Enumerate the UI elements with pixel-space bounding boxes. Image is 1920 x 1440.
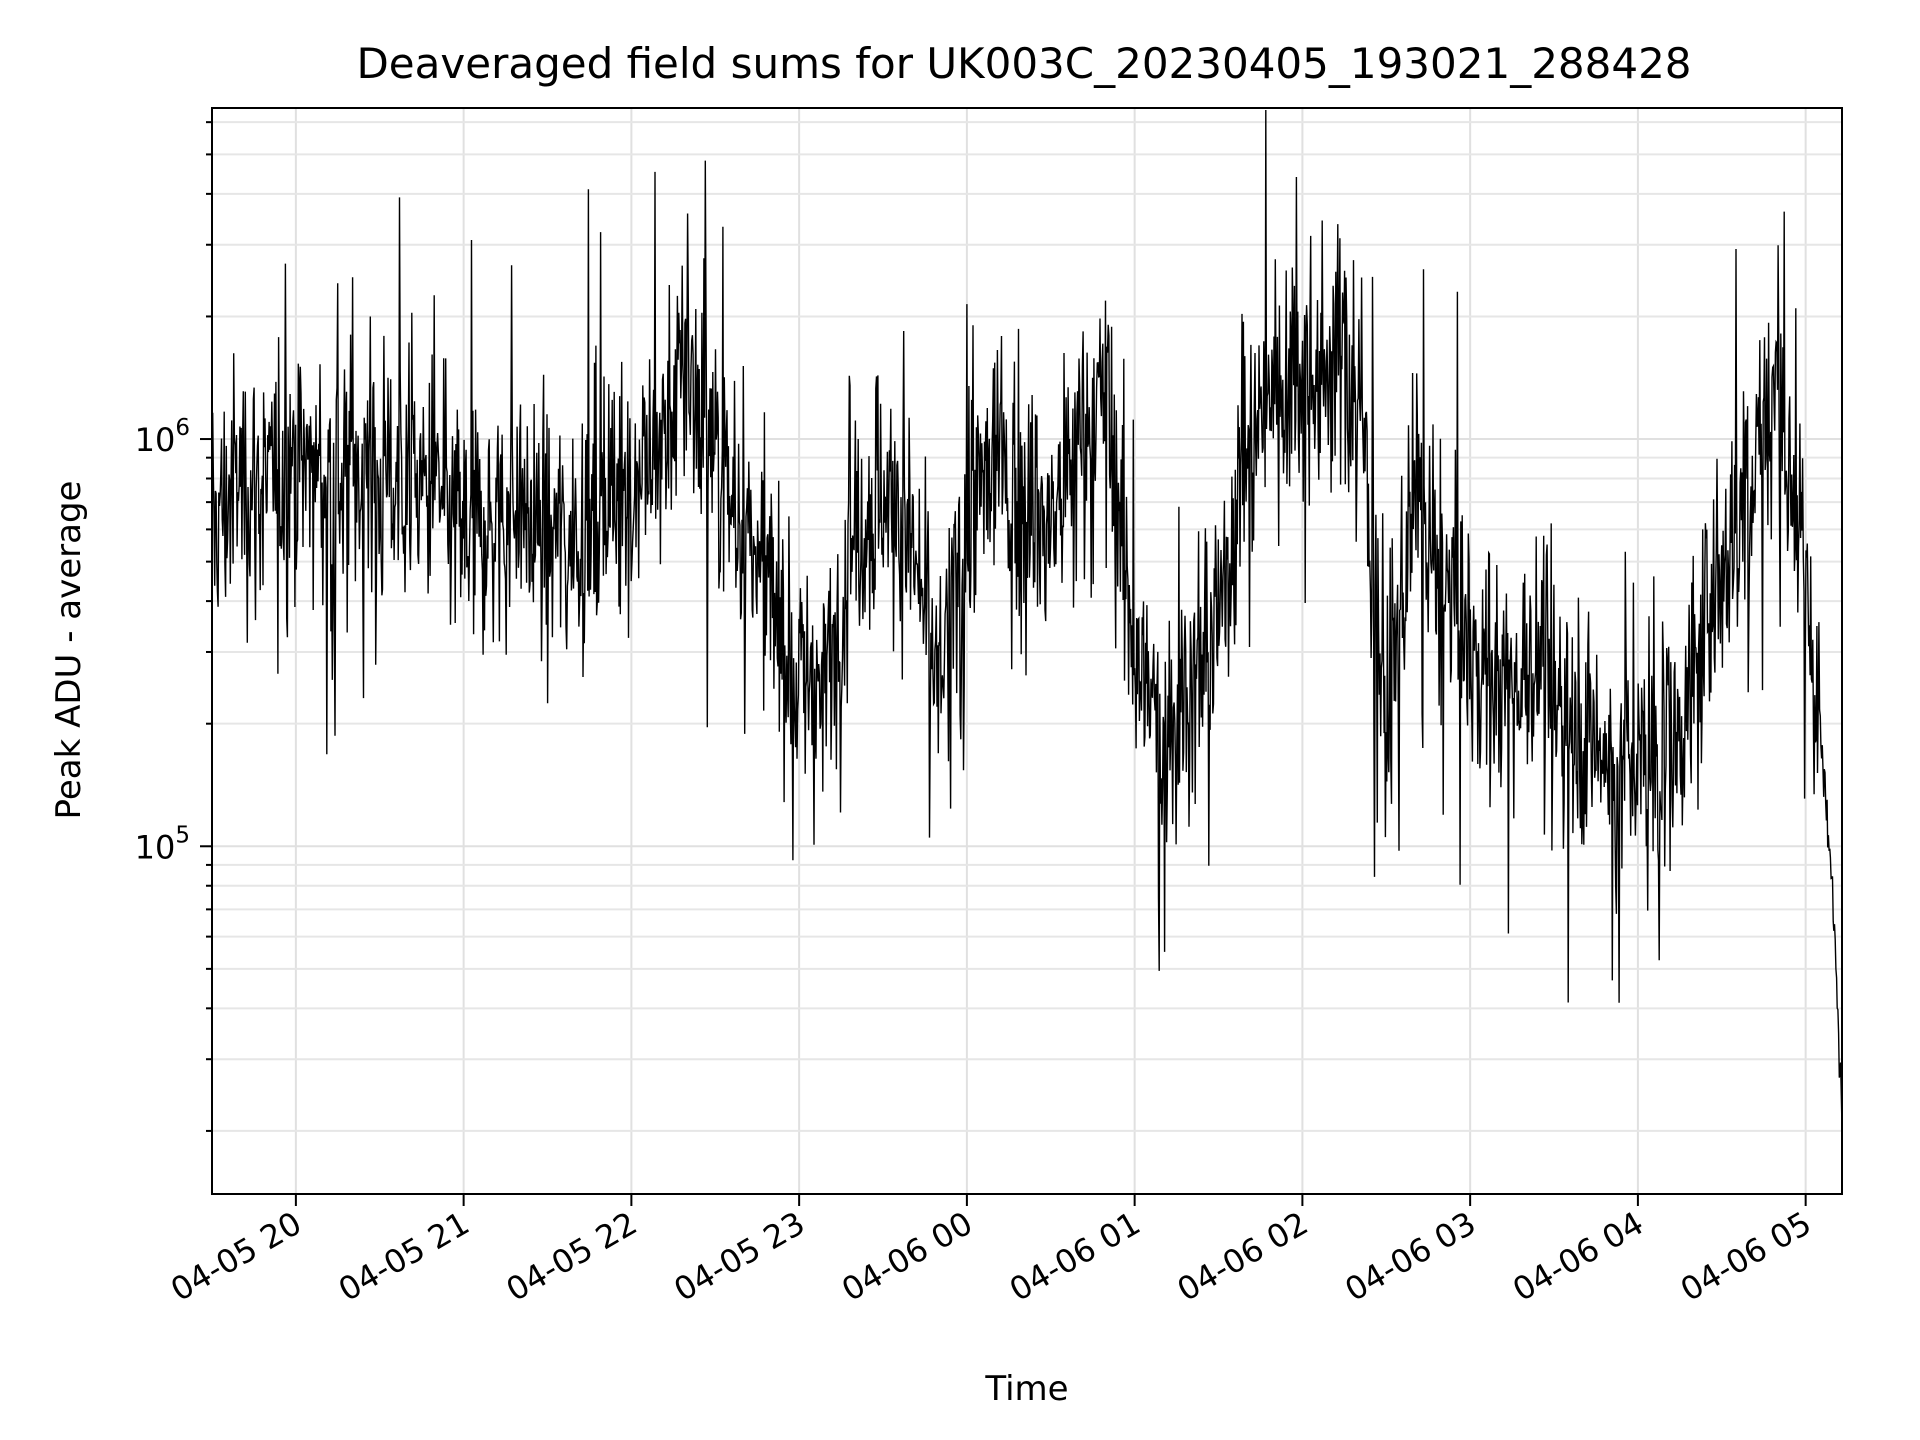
y-tick-base: 10 [135, 421, 176, 459]
x-tick-label: 04-05 20 [164, 1204, 308, 1309]
x-tick-label: 04-06 05 [1674, 1204, 1818, 1309]
x-axis-label: Time [984, 1369, 1068, 1409]
grid-lines [212, 108, 1842, 1194]
x-tick-label: 04-05 23 [668, 1204, 812, 1309]
y-tick-base: 10 [135, 828, 176, 866]
y-axis-label: Peak ADU - average [49, 481, 89, 820]
x-tick-label: 04-06 01 [1003, 1204, 1147, 1309]
x-tick-label: 04-05 22 [500, 1204, 644, 1309]
y-tick-label: 105 [135, 822, 190, 866]
axis-ticks [200, 121, 1807, 1206]
y-tick-label: 106 [135, 415, 190, 459]
x-tick-label: 04-06 03 [1339, 1204, 1483, 1309]
chart-title: Deaveraged field sums for UK003C_2023040… [356, 39, 1691, 88]
x-tick-label: 04-06 04 [1506, 1204, 1650, 1309]
series-line [211, 109, 1843, 1128]
y-tick-exponent: 5 [175, 822, 190, 848]
x-tick-label: 04-06 00 [835, 1204, 979, 1309]
x-tick-label: 04-06 02 [1171, 1204, 1315, 1309]
y-tick-exponent: 6 [175, 415, 190, 441]
x-tick-label: 04-05 21 [332, 1204, 476, 1309]
